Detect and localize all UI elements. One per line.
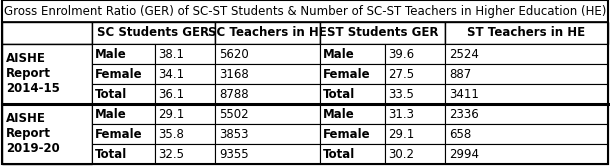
Bar <box>92 64 155 84</box>
Text: 5620: 5620 <box>219 47 249 60</box>
Text: 2336: 2336 <box>449 108 479 121</box>
Text: 3853: 3853 <box>219 127 248 140</box>
Text: Female: Female <box>323 67 371 80</box>
Text: 29.1: 29.1 <box>158 108 184 121</box>
Bar <box>320 84 385 104</box>
Bar <box>215 64 320 84</box>
Text: AISHE
Report
2014-15: AISHE Report 2014-15 <box>6 52 60 96</box>
Text: ST Teachers in HE: ST Teachers in HE <box>467 27 586 40</box>
Bar <box>445 144 608 164</box>
Text: ST Students GER: ST Students GER <box>327 27 438 40</box>
Bar <box>445 44 608 64</box>
Bar <box>215 22 320 44</box>
Text: 33.5: 33.5 <box>388 88 414 101</box>
Text: 3411: 3411 <box>449 88 479 101</box>
Text: Female: Female <box>95 67 143 80</box>
Bar <box>155 124 215 144</box>
Text: 34.1: 34.1 <box>158 67 184 80</box>
Text: Total: Total <box>95 88 127 101</box>
Bar <box>2 44 92 104</box>
Text: Male: Male <box>95 108 127 121</box>
Text: Total: Total <box>95 147 127 160</box>
Text: Male: Male <box>95 47 127 60</box>
Text: Total: Total <box>323 88 355 101</box>
Text: Male: Male <box>323 108 355 121</box>
Text: 32.5: 32.5 <box>158 147 184 160</box>
Text: 658: 658 <box>449 127 472 140</box>
Text: 27.5: 27.5 <box>388 67 414 80</box>
Bar <box>155 84 215 104</box>
Bar <box>320 124 385 144</box>
Bar <box>385 124 445 144</box>
Text: Female: Female <box>95 127 143 140</box>
Bar <box>385 84 445 104</box>
Text: 3168: 3168 <box>219 67 249 80</box>
Text: Female: Female <box>323 127 371 140</box>
Bar <box>2 104 92 164</box>
Text: 38.1: 38.1 <box>158 47 184 60</box>
Bar <box>155 44 215 64</box>
Bar <box>320 64 385 84</box>
Text: 2524: 2524 <box>449 47 479 60</box>
Bar <box>92 144 155 164</box>
Bar <box>445 84 608 104</box>
Bar <box>155 64 215 84</box>
Bar <box>215 104 320 124</box>
Bar <box>385 104 445 124</box>
Bar <box>155 144 215 164</box>
Bar <box>445 124 608 144</box>
Bar <box>215 84 320 104</box>
Text: 5502: 5502 <box>219 108 249 121</box>
Text: 35.8: 35.8 <box>158 127 184 140</box>
Bar <box>2 22 92 44</box>
Bar <box>92 84 155 104</box>
Bar <box>215 144 320 164</box>
Text: 887: 887 <box>449 67 472 80</box>
Text: SC Teachers in HE: SC Teachers in HE <box>208 27 327 40</box>
Text: 30.2: 30.2 <box>388 147 414 160</box>
Bar <box>155 104 215 124</box>
Text: Total: Total <box>323 147 355 160</box>
Bar <box>320 44 385 64</box>
Bar <box>215 124 320 144</box>
Text: AISHE
Report
2019-20: AISHE Report 2019-20 <box>6 113 60 155</box>
Bar <box>92 104 155 124</box>
Bar <box>385 44 445 64</box>
Bar <box>92 22 215 44</box>
Bar <box>385 64 445 84</box>
Text: 8788: 8788 <box>219 88 249 101</box>
Bar <box>320 104 385 124</box>
Bar <box>2 0 608 22</box>
Text: Gross Enrolment Ratio (GER) of SC-ST Students & Number of SC-ST Teachers in High: Gross Enrolment Ratio (GER) of SC-ST Stu… <box>4 5 606 18</box>
Bar <box>385 144 445 164</box>
Text: 2994: 2994 <box>449 147 479 160</box>
Text: Male: Male <box>323 47 355 60</box>
Bar <box>215 44 320 64</box>
Bar <box>320 144 385 164</box>
Text: SC Students GER: SC Students GER <box>98 27 210 40</box>
Text: 36.1: 36.1 <box>158 88 184 101</box>
Bar <box>445 22 608 44</box>
Bar <box>92 44 155 64</box>
Bar <box>445 104 608 124</box>
Text: 29.1: 29.1 <box>388 127 414 140</box>
Text: 31.3: 31.3 <box>388 108 414 121</box>
Bar <box>92 124 155 144</box>
Text: 9355: 9355 <box>219 147 249 160</box>
Text: 39.6: 39.6 <box>388 47 414 60</box>
Bar <box>320 22 445 44</box>
Bar <box>445 64 608 84</box>
